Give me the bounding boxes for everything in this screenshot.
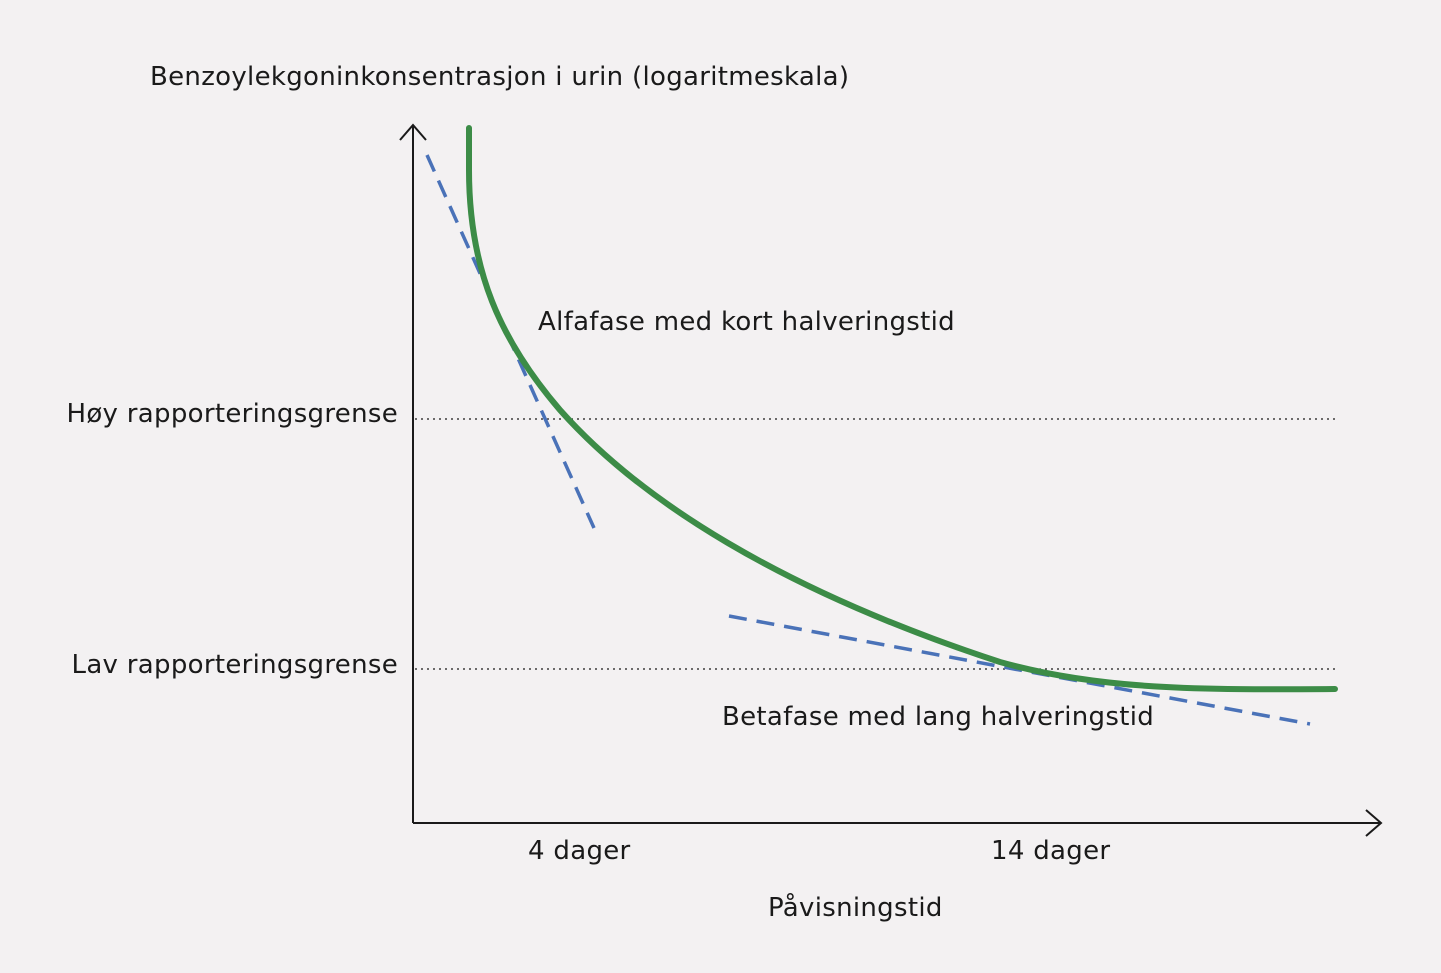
x-tick-4-days: 4 dager	[528, 836, 631, 866]
high-limit-label: Høy rapporteringsgrense	[66, 399, 398, 429]
y-axis-arrowhead	[399, 123, 427, 141]
x-axis-arrowhead	[1365, 809, 1383, 837]
beta-phase-label: Betafase med lang halveringstid	[722, 702, 1155, 732]
x-axis-label: Påvisningstid	[768, 893, 943, 923]
x-tick-14-days: 14 dager	[991, 836, 1111, 866]
low-limit-label: Lav rapporteringsgrense	[71, 650, 398, 680]
y-axis-label: Benzoylekgoninkonsentrasjon i urin (loga…	[150, 62, 850, 92]
alpha-phase-label: Alfafase med kort halveringstid	[538, 307, 955, 337]
elimination-curve	[466, 125, 1338, 693]
